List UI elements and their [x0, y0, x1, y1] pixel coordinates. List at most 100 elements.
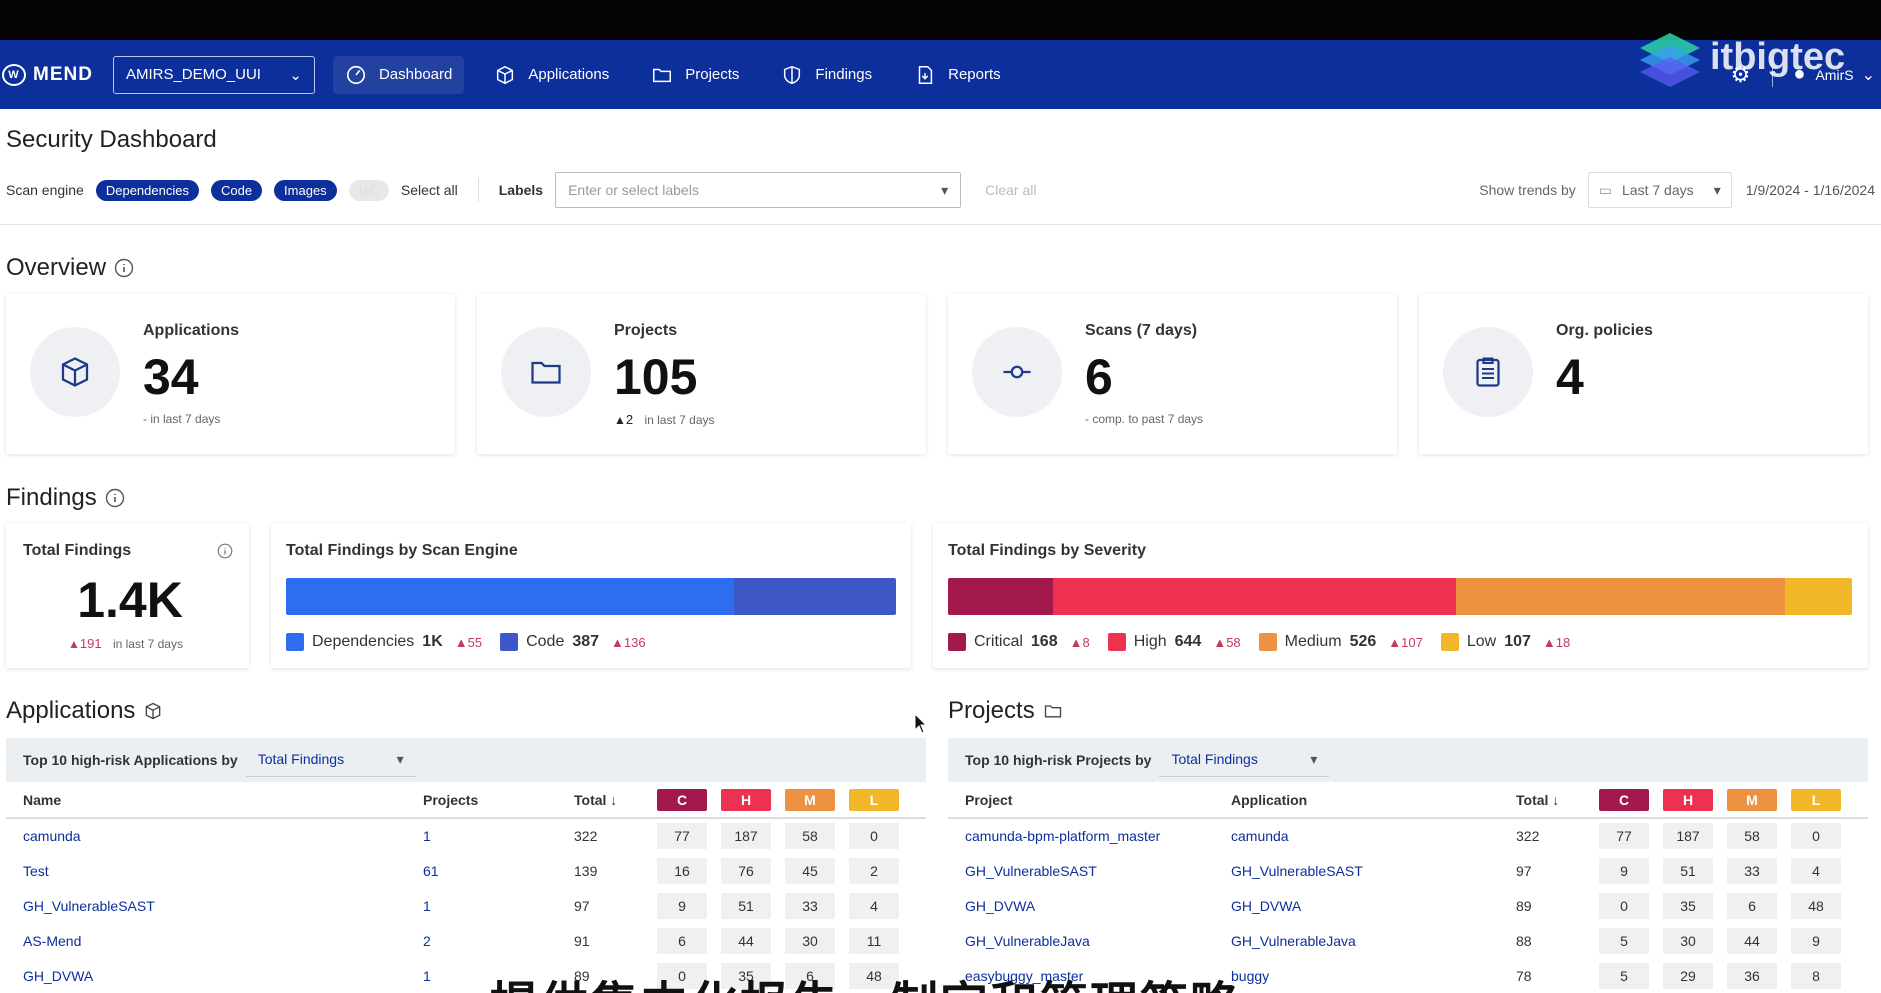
labels-placeholder: Enter or select labels [568, 182, 699, 198]
table-cell[interactable]: GH_VulnerableJava [965, 932, 1090, 949]
col-critical[interactable]: C [657, 782, 721, 819]
table-cell[interactable]: camunda-bpm-platform_master [965, 828, 1161, 844]
table-cell[interactable]: GH_VulnerableSAST [23, 897, 155, 914]
severity-stacked-bar[interactable] [948, 578, 1853, 615]
total-findings-value: 1.4K [77, 572, 183, 628]
col-name[interactable]: Name [6, 782, 423, 819]
table-row[interactable]: AS-Mend 2 91 6 44 30 11 [6, 923, 926, 958]
user-name[interactable]: AmirS [1815, 66, 1854, 83]
engine-bar-segment[interactable] [286, 578, 735, 615]
org-selector[interactable]: AMIRS_DEMO_UUI ⌄ [112, 55, 315, 94]
total-findings-card[interactable]: Total Findings 1.4K ▲191 in last 7 days [6, 523, 249, 668]
table-cell[interactable]: GH_VulnerableJava [1231, 932, 1356, 949]
severity-count: 35 [721, 962, 771, 989]
caret-down-icon: ▾ [1713, 181, 1721, 198]
info-icon[interactable] [105, 488, 125, 508]
table-cell[interactable]: 1 [423, 828, 431, 844]
table-cell[interactable]: 1 [423, 897, 431, 914]
table-cell[interactable]: 2 [423, 932, 431, 949]
nav-reports[interactable]: Reports [902, 56, 1013, 94]
nav-applications[interactable]: Applications [482, 56, 621, 94]
severity-bar-segment[interactable] [1785, 578, 1853, 615]
chevron-down-icon[interactable]: ⌄ [1861, 66, 1875, 84]
col-projects[interactable]: Projects [423, 782, 574, 819]
card-sub: - in last 7 days [143, 412, 221, 426]
folder-icon [531, 361, 561, 384]
table-cell: 33 [1727, 853, 1791, 888]
legend-value: 168 [1030, 633, 1058, 650]
overview-card-projects[interactable]: Projects 105 ▲2 in last 7 days [477, 294, 926, 454]
user-icon[interactable]: ● [1793, 63, 1806, 85]
table-cell[interactable]: 1 [423, 967, 431, 984]
overview-card-scans[interactable]: Scans (7 days) 6 - comp. to past 7 days [948, 294, 1397, 454]
projects-sort-select[interactable]: Total Findings ▾ [1159, 743, 1330, 777]
col-medium[interactable]: M [785, 782, 849, 819]
legend-name: Low [1466, 633, 1497, 650]
table-row[interactable]: GH_VulnerableJava GH_VulnerableJava 88 5 30 4… [948, 923, 1868, 958]
select-all-link[interactable]: Select all [400, 182, 458, 198]
table-cell[interactable]: Test [23, 862, 49, 879]
table-row[interactable]: camunda 1 322 77 187 58 0 [6, 818, 926, 853]
labels-input[interactable]: Enter or select labels ▾ [555, 172, 962, 208]
trends-value: Last 7 days [1622, 182, 1694, 198]
table-cell[interactable]: camunda [1231, 828, 1289, 844]
engine-legend-item[interactable]: Dependencies 1K ▲55 [286, 633, 482, 651]
table-cell[interactable]: easybuggy_master [965, 967, 1084, 984]
table-cell[interactable]: AS-Mend [23, 932, 82, 949]
table-cell[interactable]: GH_DVWA [1231, 897, 1302, 914]
engine-pill-dependencies[interactable]: Dependencies [95, 179, 199, 201]
table-cell[interactable]: buggy [1231, 967, 1270, 984]
col-high[interactable]: H [721, 782, 785, 819]
severity-bar-segment[interactable] [1052, 578, 1456, 615]
nav-dashboard[interactable]: Dashboard [332, 55, 465, 94]
table-cell[interactable]: GH_DVWA [23, 967, 94, 984]
engine-pill-code[interactable]: Code [210, 179, 263, 201]
col-low[interactable]: L [849, 782, 926, 819]
severity-legend-item[interactable]: Medium 526 ▲107 [1258, 633, 1423, 651]
gear-icon[interactable]: ⚙ [1730, 61, 1751, 87]
info-icon[interactable] [217, 543, 233, 559]
engine-pill-iac[interactable]: IaC [348, 179, 389, 201]
info-icon[interactable] [114, 258, 134, 278]
overview-card-applications[interactable]: Applications 34 - in last 7 days [6, 294, 455, 454]
nav-findings[interactable]: Findings [769, 56, 884, 94]
engine-pill-images[interactable]: Images [274, 179, 337, 201]
table-row[interactable]: GH_VulnerableSAST GH_VulnerableSAST 97 9 51 3… [948, 853, 1868, 888]
brand[interactable]: W MEND [2, 63, 93, 86]
overview-card-policies[interactable]: Org. policies 4 [1419, 294, 1868, 454]
severity-bar-segment[interactable] [948, 578, 1053, 615]
col-total[interactable]: Total ↓ [1516, 782, 1599, 819]
table-cell: 48 [1791, 888, 1868, 923]
severity-bar-segment[interactable] [1455, 578, 1786, 615]
clear-all-link[interactable]: Clear all [985, 182, 1037, 198]
engine-bar-segment[interactable] [734, 578, 896, 615]
severity-legend-item[interactable]: High 644 ▲58 [1107, 633, 1241, 651]
trends-select[interactable]: ▭ Last 7 days ▾ [1587, 172, 1732, 208]
severity-count: 2 [849, 857, 899, 884]
table-row[interactable]: easybuggy_master buggy 78 5 29 36 8 [948, 958, 1868, 993]
col-application[interactable]: Application [1231, 782, 1516, 819]
table-cell: 0 [849, 818, 926, 853]
table-cell[interactable]: GH_DVWA [965, 897, 1036, 914]
severity-legend-item[interactable]: Low 107 ▲18 [1440, 633, 1570, 651]
col-project[interactable]: Project [948, 782, 1231, 819]
table-cell[interactable]: GH_VulnerableSAST [965, 862, 1097, 879]
table-row[interactable]: Test 61 139 16 76 45 2 [6, 853, 926, 888]
applications-sort-select[interactable]: Total Findings ▾ [245, 743, 416, 777]
table-row[interactable]: camunda-bpm-platform_master camunda 322 77 1… [948, 818, 1868, 853]
col-critical[interactable]: C [1599, 782, 1663, 819]
severity-legend-item[interactable]: Critical 168 ▲8 [948, 633, 1090, 651]
table-cell[interactable]: camunda [23, 828, 81, 844]
table-row[interactable]: GH_DVWA GH_DVWA 89 0 35 6 48 [948, 888, 1868, 923]
col-low[interactable]: L [1791, 782, 1868, 819]
table-row[interactable]: GH_DVWA 1 89 0 35 6 48 [6, 958, 926, 993]
col-medium[interactable]: M [1727, 782, 1791, 819]
col-total[interactable]: Total ↓ [574, 782, 657, 819]
engine-stacked-bar[interactable] [286, 578, 896, 615]
table-cell[interactable]: 61 [423, 862, 439, 879]
table-row[interactable]: GH_VulnerableSAST 1 97 9 51 33 4 [6, 888, 926, 923]
nav-projects[interactable]: Projects [639, 56, 751, 94]
table-cell[interactable]: GH_VulnerableSAST [1231, 862, 1363, 879]
engine-legend-item[interactable]: Code 387 ▲136 [500, 633, 646, 651]
col-high[interactable]: H [1663, 782, 1727, 819]
